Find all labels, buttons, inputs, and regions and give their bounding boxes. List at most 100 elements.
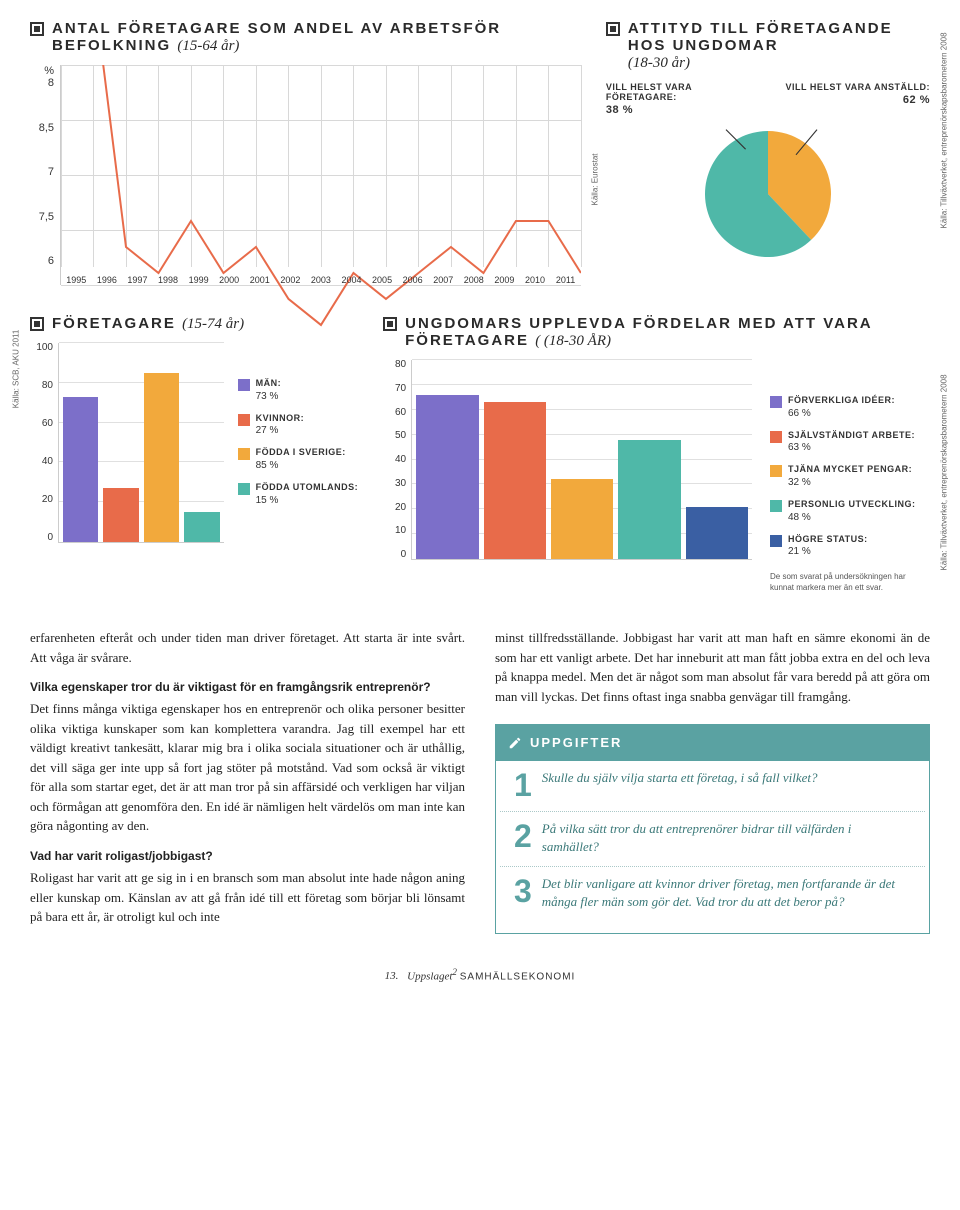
bar-right-area <box>411 360 752 560</box>
bar-right-subtitle: ( (18-30 ÅR) <box>535 333 611 349</box>
legend-pct: 73 % <box>256 391 279 402</box>
top-charts-row: ANTAL FÖRETAGARE SOM ANDEL AV ARBETSFÖR … <box>30 20 930 285</box>
bar-left-title: FÖRETAGARE (15-74 år) <box>30 315 358 333</box>
bar-right-source: Källa: Tillväxtverket, entreprenörskapsb… <box>940 374 949 570</box>
bar <box>618 440 680 559</box>
legend-label: HÖGRE STATUS: <box>788 534 868 544</box>
task-text: Det blir vanligare att kvinnor driver fö… <box>542 875 911 911</box>
legend-item: HÖGRE STATUS: 21 % <box>770 534 930 559</box>
pie-slice-value: 38 % <box>606 104 762 116</box>
pie-subtitle: (18-30 år) <box>628 55 690 71</box>
line-source: Källa: Eurostat <box>590 153 599 205</box>
swatch-icon <box>770 500 782 512</box>
legend-label: FÖDDA I SVERIGE: <box>256 447 346 457</box>
swatch-icon <box>770 431 782 443</box>
line-subtitle: (15-64 år) <box>177 38 239 54</box>
bar <box>144 373 179 542</box>
page-number: 13. <box>385 970 399 982</box>
pie-slice-label: VILL HELST VARA ANSTÄLLD: <box>774 82 930 92</box>
legend-pct: 27 % <box>256 425 279 436</box>
left-column: erfarenheten efteråt och under tiden man… <box>30 628 465 938</box>
legend-label: FÖDDA UTOMLANDS: <box>256 482 359 492</box>
legend-label: TJÄNA MYCKET PENGAR: <box>788 464 912 474</box>
right-column: minst tillfredsställande. Jobbigast har … <box>495 628 930 938</box>
pie-title: ATTITYD TILL FÖRETAGANDE HOS UNGDOMAR (1… <box>606 20 930 72</box>
mid-charts-row: FÖRETAGARE (15-74 år) Källa: SCB, AKU 20… <box>30 315 930 593</box>
bar-left-source: Källa: SCB, AKU 2011 <box>12 330 21 409</box>
legend-item: FÖDDA UTOMLANDS: 15 % <box>238 482 359 507</box>
bar-left-panel: FÖRETAGARE (15-74 år) Källa: SCB, AKU 20… <box>30 315 358 593</box>
task-item: 3 Det blir vanligare att kvinnor driver f… <box>500 867 925 921</box>
legend-pct: 63 % <box>788 442 811 453</box>
legend-pct: 66 % <box>788 408 811 419</box>
line-chart-title: ANTAL FÖRETAGARE SOM ANDEL AV ARBETSFÖR … <box>30 20 581 55</box>
legend-item: FÖRVERKLIGA IDÉER: 66 % <box>770 395 930 420</box>
bullet-icon <box>30 22 44 36</box>
legend-item: PERSONLIG UTVECKLING:48 % <box>770 499 930 524</box>
bar-left-area <box>58 343 224 543</box>
task-number: 2 <box>514 820 532 852</box>
uppgifter-header: UPPGIFTER <box>496 725 929 761</box>
pie-legend: VILL HELST VARA FÖRETAGARE: 38 % VILL HE… <box>606 82 930 116</box>
legend-pct: 32 % <box>788 477 811 488</box>
bar-right-panel: UNGDOMARS UPPLEVDA FÖRDELAR MED ATT VARA… <box>383 315 930 593</box>
bar <box>551 479 613 559</box>
bullet-icon <box>383 317 397 331</box>
pie-slice-label: VILL HELST VARA FÖRETAGARE: <box>606 82 762 102</box>
pencil-icon <box>508 736 522 750</box>
bullet-icon <box>30 317 44 331</box>
legend-item: MÄN: 73 % <box>238 378 359 403</box>
legend-label: MÄN: <box>256 378 282 388</box>
bar <box>63 397 98 542</box>
tasks-list: 1 Skulle du själv vilja starta ett företa… <box>496 761 929 922</box>
pie-source: Källa: Tillväxtverket, entreprenörskapsb… <box>940 32 949 228</box>
swatch-icon <box>770 396 782 408</box>
task-item: 2 På vilka sätt tror du att entreprenörer… <box>500 812 925 867</box>
body-p: minst tillfredsställande. Jobbigast har … <box>495 628 930 706</box>
legend-item: FÖDDA I SVERIGE:85 % <box>238 447 359 472</box>
bar <box>686 507 748 559</box>
task-number: 1 <box>514 769 532 801</box>
bar-right-title-text: UNGDOMARS UPPLEVDA FÖRDELAR MED ATT VARA… <box>405 315 872 349</box>
task-text: Skulle du själv vilja starta ett företag… <box>542 769 818 787</box>
bar-right-legend: FÖRVERKLIGA IDÉER: 66 % SJÄLVSTÄNDIGT ARBE… <box>770 395 930 593</box>
bar-left-yaxis: 020406080100 <box>30 343 58 543</box>
bar-right-chart: 01020304050607080 <box>383 360 752 560</box>
swatch-icon <box>770 465 782 477</box>
footer-caps: SAMHÄLLSEKONOMI <box>460 971 576 982</box>
legend-pct: 21 % <box>788 546 811 557</box>
task-number: 3 <box>514 875 532 907</box>
body-p: Det finns många viktiga egenskaper hos e… <box>30 699 465 836</box>
task-item: 1 Skulle du själv vilja starta ett företa… <box>500 761 925 812</box>
legend-note: De som svarat på undersökningen har kunn… <box>770 572 930 593</box>
line-chart-panel: ANTAL FÖRETAGARE SOM ANDEL AV ARBETSFÖR … <box>30 20 581 285</box>
line-plot-area: 1995199619971998199920002001200220032004… <box>60 65 581 285</box>
legend-label: FÖRVERKLIGA IDÉER: <box>788 395 895 405</box>
footer-title: Uppslaget <box>407 970 452 982</box>
pie-svg-wrap <box>606 124 930 264</box>
bar-left-subtitle: (15-74 år) <box>182 316 244 332</box>
legend-pct: 15 % <box>256 495 279 506</box>
swatch-icon <box>770 535 782 547</box>
line-title-text: ANTAL FÖRETAGARE SOM ANDEL AV ARBETSFÖR … <box>52 20 501 54</box>
line-chart: %88,577,56 19951996199719981999200020012… <box>30 65 581 285</box>
body-text: erfarenheten efteråt och under tiden man… <box>30 628 930 938</box>
swatch-icon <box>238 448 250 460</box>
pie-legend-item: VILL HELST VARA ANSTÄLLD: 62 % <box>774 82 930 116</box>
legend-item: KVINNOR: 27 % <box>238 413 359 438</box>
bar-left-legend: MÄN: 73 % KVINNOR: 27 % FÖDDA I SVERIGE:85 %… <box>238 378 359 543</box>
legend-item: SJÄLVSTÄNDIGT ARBETE:63 % <box>770 430 930 455</box>
bar <box>416 395 478 559</box>
bar <box>184 512 219 542</box>
swatch-icon <box>238 483 250 495</box>
legend-label: KVINNOR: <box>256 413 305 423</box>
uppgifter-title: UPPGIFTER <box>530 733 622 753</box>
bar <box>103 488 138 542</box>
pie-legend-item: VILL HELST VARA FÖRETAGARE: 38 % <box>606 82 762 116</box>
footer-sup: 2 <box>452 967 457 977</box>
legend-pct: 48 % <box>788 512 811 523</box>
pie-slice-value: 62 % <box>774 94 930 106</box>
task-text: På vilka sätt tror du att entreprenörer … <box>542 820 911 856</box>
body-p: Roligast har varit att ge sig in i en br… <box>30 868 465 927</box>
body-question: Vad har varit roligast/jobbigast? <box>30 848 465 864</box>
